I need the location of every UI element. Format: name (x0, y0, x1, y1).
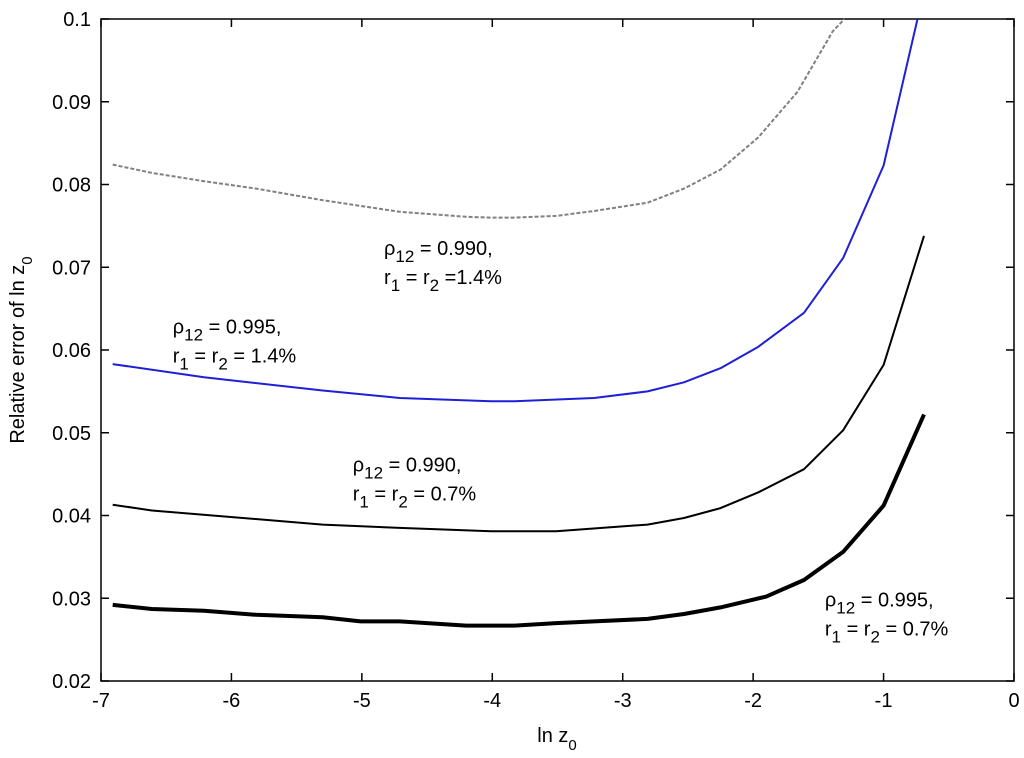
y-tick-label: 0.04 (52, 506, 91, 528)
y-tick-label: 0.07 (52, 257, 91, 279)
y-tick-label: 0.02 (52, 671, 91, 693)
x-axis-title: ln z0 (537, 725, 576, 754)
series-line-3 (112, 235, 925, 533)
x-tick-label: -2 (744, 690, 762, 712)
x-tick-label: -7 (92, 690, 110, 712)
y-tick-label: 0.09 (52, 92, 91, 114)
y-axis-title: Relative error of ln z0 (7, 256, 36, 443)
y-tick-label: 0.08 (52, 175, 91, 197)
series-layer (112, 18, 926, 628)
x-tick-label: 0 (1008, 690, 1019, 712)
series-line-2 (112, 18, 919, 403)
y-tick-label: 0.03 (52, 588, 91, 610)
series-annotation-2-line2: r1 = r2 = 1.4% (173, 345, 297, 373)
axis-ticks (100, 18, 1015, 682)
series-annotation-4-line1: ρ12 = 0.995, (825, 590, 934, 618)
series-annotation-1-line1: ρ12 = 0.990, (384, 238, 493, 266)
x-tick-label: -5 (353, 690, 371, 712)
x-tick-label: -3 (614, 690, 632, 712)
tick-labels: -7 -6 -5 -4 -3 -2 -1 0 0.02 0.03 0.04 0.05 0.06 0.07 0… (52, 9, 1020, 712)
series-annotation-4-line2: r1 = r2 = 0.7% (825, 619, 949, 647)
x-tick-label: -6 (223, 690, 241, 712)
x-tick-label: -4 (483, 690, 501, 712)
series-line-1 (112, 18, 846, 219)
y-tick-label: 0.06 (52, 340, 91, 362)
series-annotation-2-line1: ρ12 = 0.995, (173, 316, 282, 344)
series-annotation-3-line2: r1 = r2 = 0.7% (353, 484, 477, 512)
x-tick-label: -1 (875, 690, 893, 712)
series-annotation-1-line2: r1 = r2 =1.4% (384, 267, 502, 295)
series-annotation-3-line1: ρ12 = 0.990, (353, 455, 462, 483)
y-tick-label: 0.05 (52, 423, 91, 445)
series-line-4 (112, 413, 926, 628)
annotation-layer: ρ12 = 0.990,r1 = r2 =1.4%ρ12 = 0.995,r1 … (173, 238, 949, 647)
y-tick-label: 0.1 (63, 9, 91, 31)
